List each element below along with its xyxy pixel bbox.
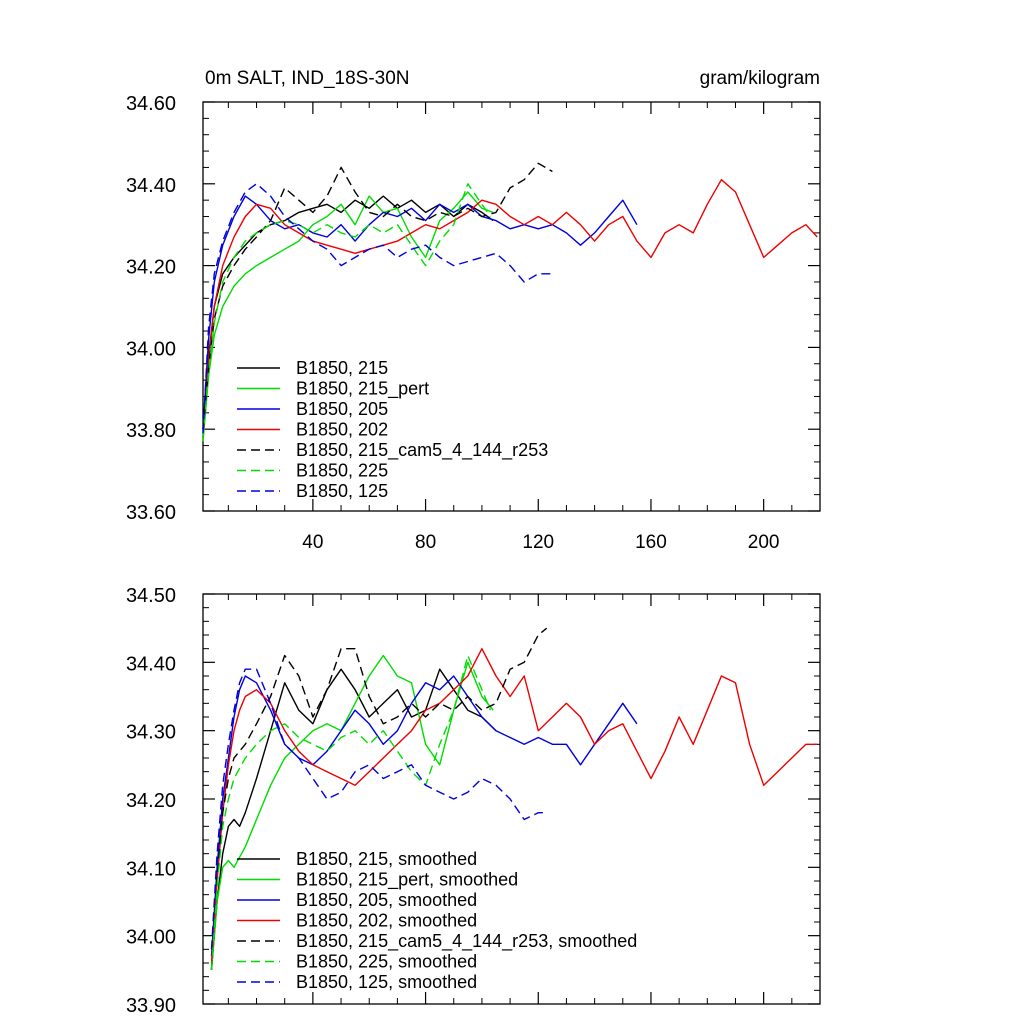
bottom-y-tick-label: 34.30 [126,722,176,744]
top-x-tick-label: 160 [635,532,667,553]
bottom-y-tick-label: 34.10 [126,858,176,880]
top-plot-area: 40 80 120 160 200 33.60 33.80 34.00 34.20 34.40 34… [126,93,821,553]
top-series-line-3 [202,179,818,438]
bottom-series-line-4 [210,627,548,970]
top-chart-title: 0m SALT, IND_18S-30N [205,68,410,89]
bottom-y-tick-label: 34.20 [126,790,176,812]
top-legend-label: B1850, 125 [296,481,388,501]
top-legend-label: B1850, 225 [296,461,388,481]
top-series-line-6 [202,183,553,434]
top-x-tick-label: 200 [748,532,780,553]
top-y-tick-label: 34.40 [126,175,176,197]
bottom-series-line-5 [210,654,492,970]
bottom-legend-label: B1850, 202, smoothed [296,911,477,931]
top-y-tick-label: 34.60 [126,93,176,115]
bottom-series-line-6 [210,668,547,950]
top-y-tick-label: 33.80 [126,420,176,442]
top-x-tick-label: 80 [415,532,436,553]
bottom-y-tick-label: 33.90 [126,995,176,1017]
top-x-tick-label: 40 [302,532,323,553]
top-legend-label: B1850, 202 [296,420,388,440]
bottom-y-tick-label: 34.50 [126,585,176,607]
bottom-legend-label: B1850, 125, smoothed [296,972,477,992]
bottom-legend-label: B1850, 215, smoothed [296,849,477,869]
bottom-series-line-1 [210,654,494,970]
top-y-tick-label: 34.00 [126,338,176,360]
top-legend-label: B1850, 215_pert [296,379,429,400]
top-legend-label: B1850, 205 [296,399,388,419]
bottom-plot-area: 33.90 34.00 34.10 34.20 34.30 34.40 34.50 B1850… [126,585,821,1017]
bottom-legend-label: B1850, 215_pert, smoothed [296,870,518,891]
top-chart-units: gram/kilogram [700,68,820,89]
bottom-legend-label: B1850, 205, smoothed [296,890,477,910]
bottom-legend-label: B1850, 215_cam5_4_144_r253, smoothed [296,931,637,952]
top-series-line-4 [202,162,553,430]
bottom-y-tick-label: 34.40 [126,653,176,675]
bottom-series-line-2 [210,675,638,957]
bottom-legend-label: B1850, 225, smoothed [296,952,477,972]
bottom-y-tick-label: 34.00 [126,927,176,949]
top-frame [202,101,821,512]
top-y-tick-label: 33.60 [126,502,176,524]
top-y-tick-label: 34.20 [126,257,176,279]
top-series-line-1 [202,191,494,442]
top-legend-label: B1850, 215 [296,358,388,378]
top-series-line-2 [202,195,638,430]
top-x-tick-label: 120 [522,532,554,553]
top-legend-label: B1850, 215_cam5_4_144_r253 [296,440,548,461]
